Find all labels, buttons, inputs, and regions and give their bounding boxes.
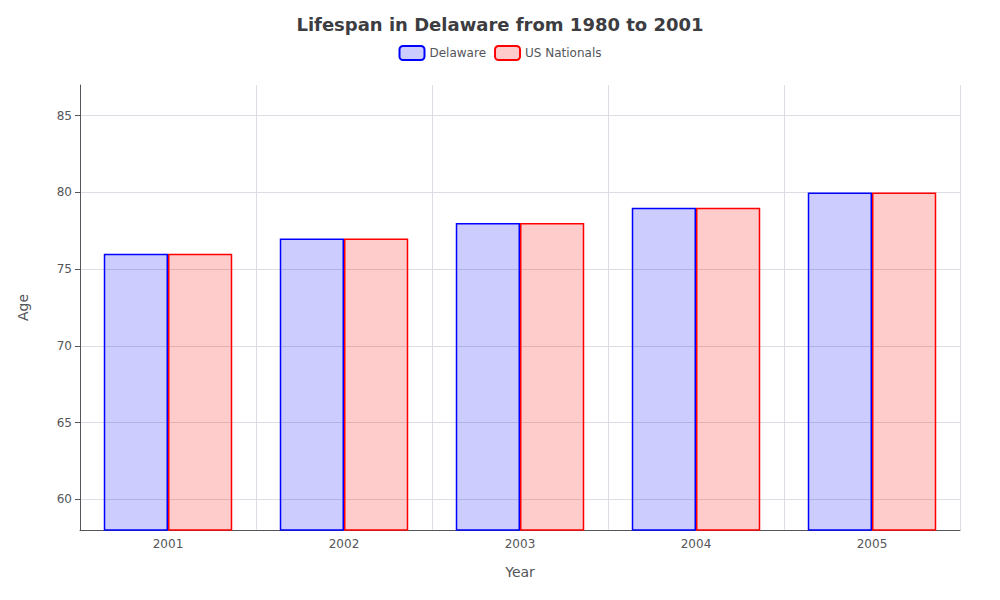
svg-text:2005: 2005 bbox=[857, 537, 888, 551]
svg-text:Year: Year bbox=[504, 564, 535, 580]
svg-text:Delaware: Delaware bbox=[429, 46, 486, 60]
svg-text:2004: 2004 bbox=[681, 537, 712, 551]
svg-text:US Nationals: US Nationals bbox=[525, 46, 601, 60]
svg-text:80: 80 bbox=[57, 185, 72, 199]
svg-text:2001: 2001 bbox=[153, 537, 184, 551]
svg-text:2002: 2002 bbox=[329, 537, 360, 551]
svg-text:75: 75 bbox=[57, 262, 72, 276]
svg-text:85: 85 bbox=[57, 109, 72, 123]
svg-text:Lifespan in Delaware from 1980: Lifespan in Delaware from 1980 to 2001 bbox=[296, 14, 703, 35]
svg-text:60: 60 bbox=[57, 492, 72, 506]
svg-text:Age: Age bbox=[15, 294, 31, 321]
svg-text:2003: 2003 bbox=[505, 537, 536, 551]
svg-text:65: 65 bbox=[57, 416, 72, 430]
svg-text:70: 70 bbox=[57, 339, 72, 353]
